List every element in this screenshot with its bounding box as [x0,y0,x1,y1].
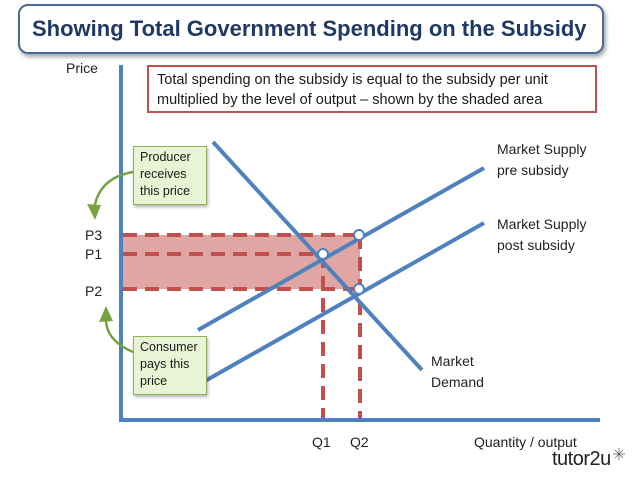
tutor2u-logo: tutor2u [552,448,611,470]
price-label-p2: P2 [85,283,103,299]
price-label-p3: P3 [85,227,103,243]
supply-pre-curve [197,166,485,332]
demand-label: Market Demand [431,353,484,390]
page-title: Showing Total Government Spending on the… [32,16,587,41]
price-label-p1: P1 [85,246,103,262]
x-axis-label: Quantity / output [474,434,577,450]
quantity-label-q2: Q2 [350,434,369,450]
producer-price-point [353,229,365,241]
subsidy-note: Total spending on the subsidy is equal t… [147,65,597,113]
consumer-arrow [104,317,134,354]
consumer-price-callout: Consumer pays this price [133,336,207,395]
equilibrium-point-pre [317,248,329,260]
consumer-arrow-head-icon [99,306,113,322]
logo-spark-icon [613,448,625,460]
supply-pre-label: Market Supply pre subsidy [497,141,587,178]
supply-post-label: Market Supply post subsidy [497,216,587,253]
quantity-label-q1: Q1 [312,434,331,450]
producer-price-callout: Producer receives this price [133,146,207,205]
equilibrium-point-post [353,283,365,295]
y-axis-label: Price [66,60,98,76]
producer-arrow-head-icon [87,204,101,220]
supply-post-curve [197,221,485,387]
title-box: Showing Total Government Spending on the… [18,4,604,54]
producer-arrow [92,170,134,211]
